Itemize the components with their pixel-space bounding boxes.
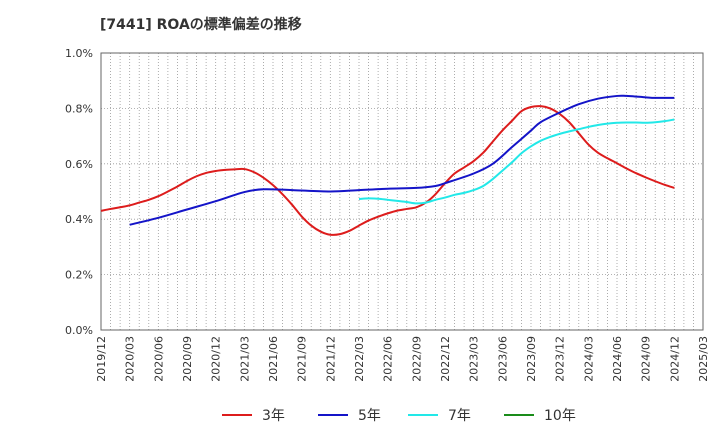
x-tick-label: 2023/09 bbox=[525, 336, 538, 382]
x-tick-label: 2024/06 bbox=[611, 336, 624, 382]
series-line-2 bbox=[358, 118, 675, 205]
x-tick-label: 2020/03 bbox=[124, 336, 137, 382]
legend-swatch bbox=[504, 414, 534, 416]
y-tick-label: 0.6% bbox=[65, 158, 93, 171]
x-tick-label: 2021/12 bbox=[324, 336, 337, 382]
series-line-1 bbox=[129, 94, 675, 226]
x-tick-label: 2024/12 bbox=[668, 336, 681, 382]
y-tick-label: 1.0% bbox=[65, 47, 93, 60]
legend-swatch bbox=[222, 414, 252, 416]
x-tick-label: 2022/06 bbox=[382, 336, 395, 382]
x-tick-label: 2019/12 bbox=[95, 336, 108, 382]
x-tick-label: 2022/03 bbox=[353, 336, 366, 382]
legend-swatch bbox=[318, 414, 348, 416]
plot-area bbox=[101, 53, 703, 330]
legend-label: 10年 bbox=[544, 408, 576, 424]
x-tick-label: 2025/03 bbox=[697, 336, 710, 382]
x-tick-label: 2020/12 bbox=[210, 336, 223, 382]
chart-title: [7441] ROAの標準偏差の推移 bbox=[100, 17, 302, 33]
legend-label: 7年 bbox=[448, 408, 471, 424]
x-tick-label: 2024/09 bbox=[640, 336, 653, 382]
x-tick-label: 2022/12 bbox=[439, 336, 452, 382]
x-tick-label: 2021/09 bbox=[296, 336, 309, 382]
y-tick-label: 0.2% bbox=[65, 269, 93, 282]
legend-label: 3年 bbox=[262, 408, 285, 424]
x-tick-label: 2021/06 bbox=[267, 336, 280, 382]
x-tick-label: 2023/06 bbox=[496, 336, 509, 382]
x-tick-label: 2020/06 bbox=[152, 336, 165, 382]
legend-item: 3年 bbox=[222, 405, 285, 425]
series-line-0 bbox=[100, 105, 675, 236]
x-tick-label: 2022/09 bbox=[410, 336, 423, 382]
plot-frame bbox=[100, 52, 704, 331]
legend-item: 7年 bbox=[408, 405, 471, 425]
legend-label: 5年 bbox=[358, 408, 381, 424]
y-tick-label: 0.0% bbox=[65, 324, 93, 337]
legend-item: 10年 bbox=[504, 405, 576, 425]
y-tick-label: 0.8% bbox=[65, 102, 93, 115]
x-tick-label: 2023/12 bbox=[554, 336, 567, 382]
x-tick-label: 2021/03 bbox=[238, 336, 251, 382]
x-tick-label: 2023/03 bbox=[468, 336, 481, 382]
x-tick-label: 2024/03 bbox=[582, 336, 595, 382]
legend-item: 5年 bbox=[318, 405, 381, 425]
legend-swatch bbox=[408, 414, 438, 416]
x-tick-label: 2020/09 bbox=[181, 336, 194, 382]
y-tick-label: 0.4% bbox=[65, 213, 93, 226]
